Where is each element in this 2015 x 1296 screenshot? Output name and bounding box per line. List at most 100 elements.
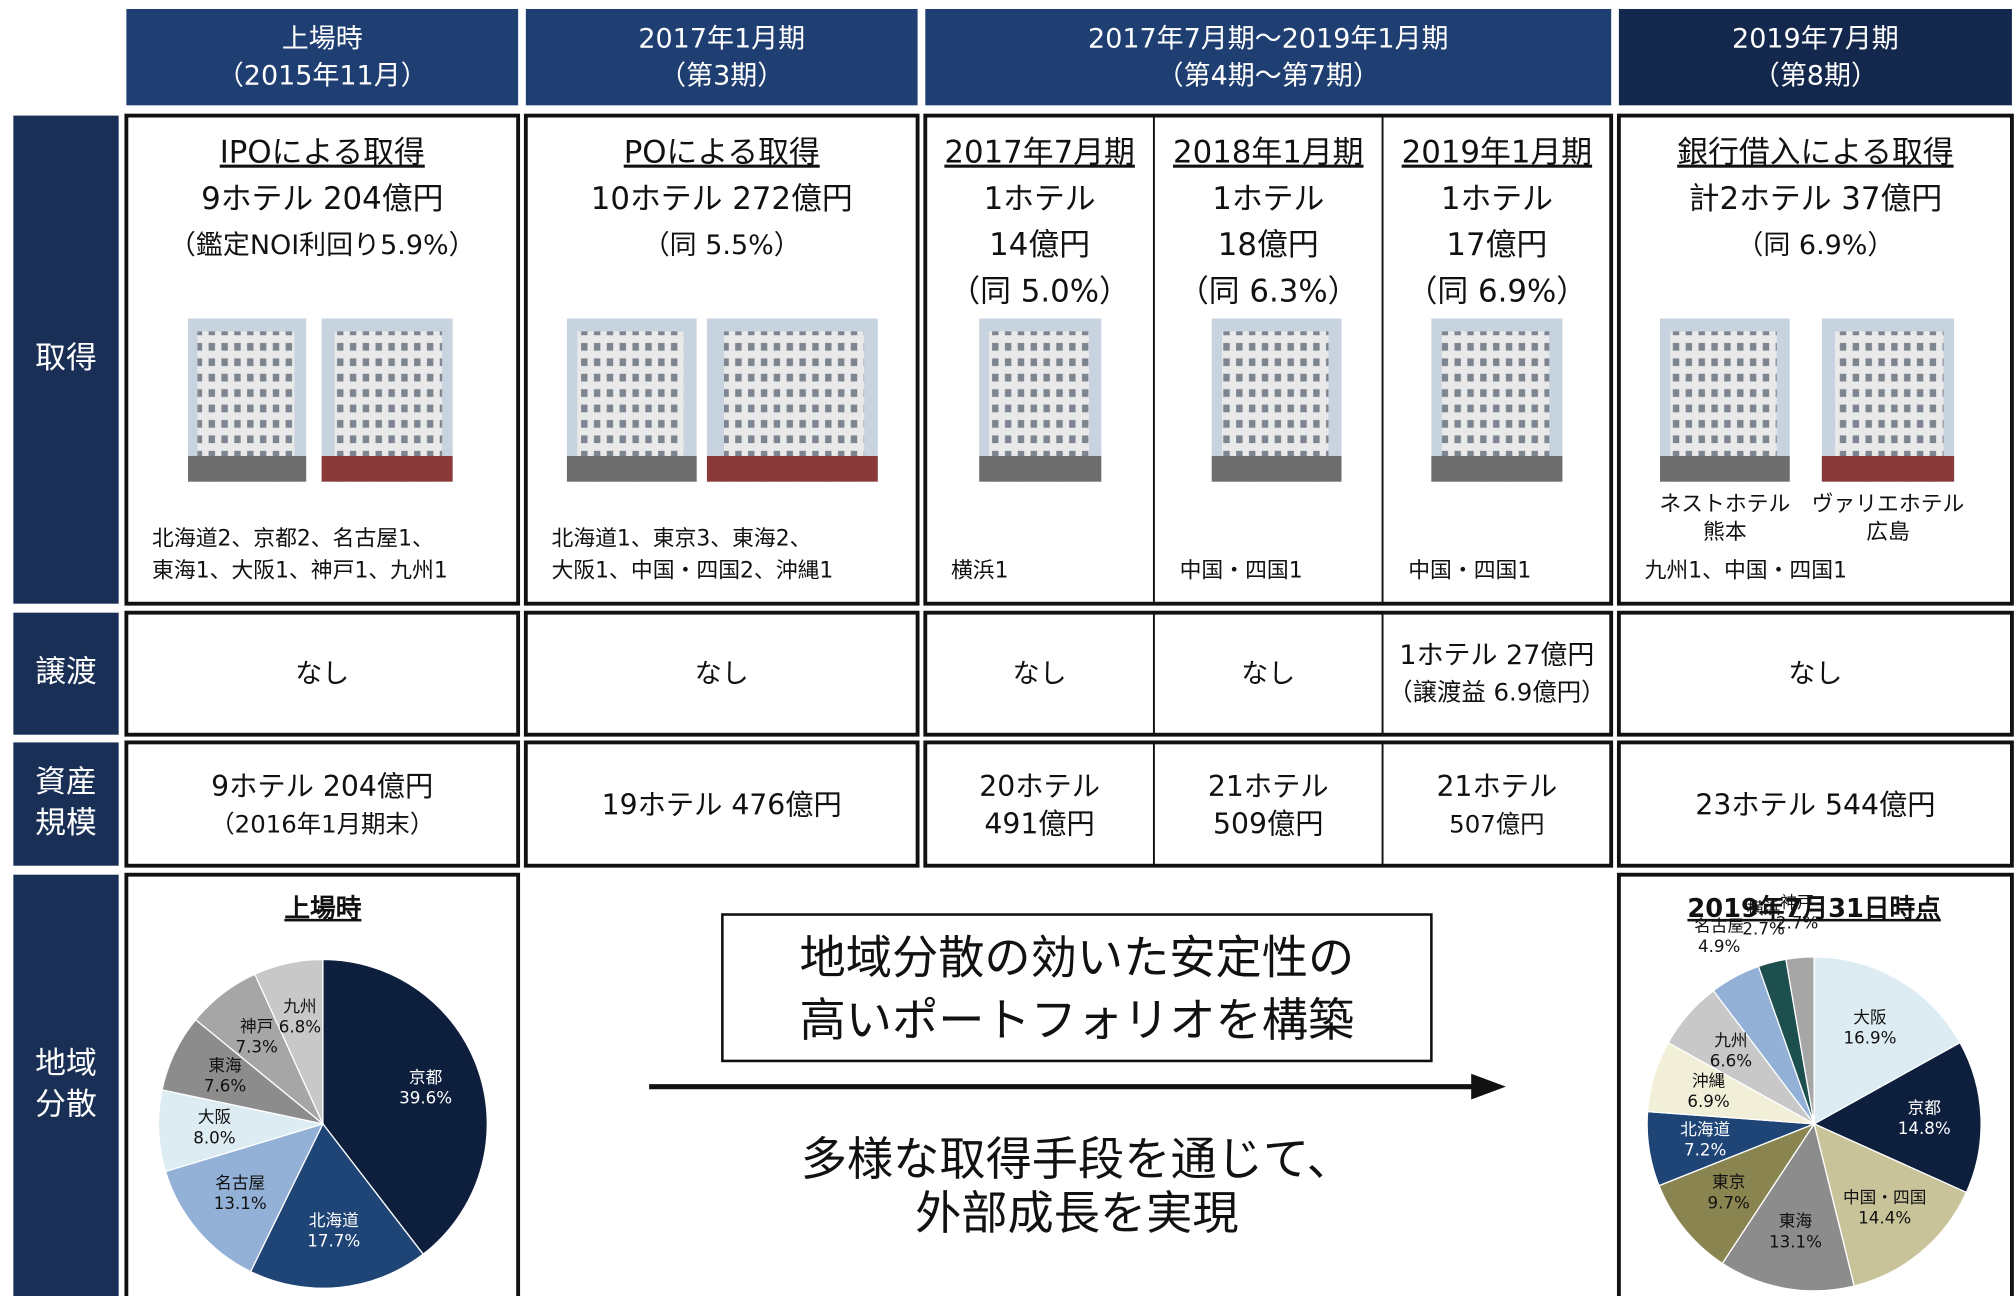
cell-border (1616, 610, 2014, 737)
disposal-text: （譲渡益 6.9億円） (1388, 678, 1605, 707)
header-text: （2015年11月） (217, 61, 428, 92)
pie-label-value: 8.0% (193, 1128, 235, 1147)
row-label-cell (13, 874, 119, 1296)
pie-title: 2019年7月31日時点 (1687, 893, 1940, 924)
photo-caption: ネストホテル (1659, 492, 1790, 517)
pie-label-value: 2.7% (1742, 919, 1784, 938)
message-text: 地域分散の効いた安定性の (800, 930, 1355, 984)
pie-slice (164, 1122, 325, 1273)
row-label-cell (13, 612, 119, 735)
photo-caption: 熊本 (1703, 520, 1747, 545)
cell-border (923, 740, 1614, 868)
pie-label-name: 神戸 (240, 1017, 273, 1036)
disposal-text: なし (295, 658, 349, 689)
photo-ground (1431, 455, 1563, 482)
photo-caption: ヴァリエホテル (1812, 492, 1965, 517)
cell-border (923, 610, 1614, 737)
asset_size-text: 20ホテル (979, 770, 1100, 803)
acquisition-text: 18億円 (1218, 227, 1319, 263)
pie-label-name: 北海道 (309, 1211, 359, 1230)
region-text: 中国・四国1 (1180, 559, 1303, 584)
pie-label-value: 6.6% (1710, 1051, 1752, 1070)
cell-border (1616, 113, 2014, 606)
asset_size-text: 507億円 (1449, 809, 1544, 838)
acquisition-title: 2017年7月期 (944, 135, 1134, 171)
cell-border (124, 113, 521, 606)
acquisition-text: （同 5.5%） (643, 230, 801, 261)
row-label: 分散 (35, 1086, 97, 1122)
pie-label-name: 名古屋 (1694, 916, 1744, 935)
pie-slice (1785, 956, 1815, 1124)
photo-ground (979, 455, 1102, 482)
cell-border (124, 610, 521, 737)
pie-label-value: 7.2% (1684, 1140, 1726, 1159)
pie-title: 上場時 (284, 894, 361, 924)
cell-border (923, 113, 1614, 606)
region-text: 中国・四国1 (1408, 559, 1531, 584)
acquisition-title: 2018年1月期 (1173, 135, 1363, 171)
pie-label-value: 9.7% (1708, 1193, 1750, 1212)
pie-label-value: 6.9% (1687, 1092, 1729, 1111)
acquisition-text: 計2ホテル 37億円 (1689, 181, 1942, 217)
pie-label-name: 名古屋 (215, 1173, 265, 1192)
header-cell (1618, 8, 2012, 106)
row-label: 取得 (35, 340, 97, 376)
pie-label-name: 中国・四国 (1843, 1188, 1926, 1207)
header-text: 2019年7月期 (1732, 23, 1899, 54)
pie-label-value: 17.7% (307, 1232, 360, 1251)
pie-label-value: 7.6% (204, 1077, 246, 1096)
pie-label-name: 横浜 (1747, 899, 1780, 918)
disposal-text: なし (1013, 658, 1067, 689)
header-text: （第3期） (659, 61, 784, 92)
asset_size-text: （2016年1月期末） (210, 809, 434, 838)
acquisition-text: 17億円 (1446, 227, 1547, 263)
acquisition-text: （同 6.9%） (1407, 273, 1588, 309)
pie-label-name: 沖縄 (1692, 1072, 1726, 1091)
row-label: 地域 (35, 1045, 97, 1081)
pie-slice (1813, 956, 1961, 1125)
pie-slice (249, 1122, 425, 1289)
photo-ground (188, 455, 307, 482)
header-text: 2017年7月期～2019年1月期 (1088, 23, 1448, 54)
pie-label-name: 東海 (208, 1056, 242, 1075)
cell-border (124, 740, 521, 868)
header-text: 上場時 (282, 23, 363, 54)
pie-slice (1658, 1122, 1816, 1265)
pie-label-value: 39.6% (399, 1089, 452, 1108)
pie-label-name: 東京 (1712, 1173, 1745, 1192)
pie-label-name: 九州 (1714, 1031, 1747, 1050)
arrow-head (1471, 1073, 1506, 1100)
photo-ground (1211, 455, 1342, 482)
photo-ground (706, 455, 878, 482)
pie-label-name: 京都 (409, 1068, 443, 1087)
header-cell (525, 8, 918, 106)
acquisition-text: 1ホテル (984, 181, 1096, 217)
header-text: （第4期～第7期） (1157, 61, 1380, 92)
header-cell (925, 8, 1612, 106)
pie-slice (1813, 1122, 1968, 1287)
cell-border (124, 872, 521, 1296)
pie-label-value: 7.3% (236, 1038, 278, 1057)
cell-border (1616, 740, 2014, 868)
acquisition-text: 1ホテル (1441, 181, 1553, 217)
pie-label-name: 京都 (1908, 1098, 1942, 1117)
disposal-text: なし (695, 658, 749, 689)
pie-label-value: 13.1% (214, 1194, 267, 1213)
asset_size-text: 509億円 (1213, 807, 1323, 840)
asset_size-text: 9ホテル 204億円 (211, 770, 433, 803)
acquisition-text: （鑑定NOI利回り5.9%） (169, 230, 476, 261)
pie-slice (322, 958, 488, 1256)
region-text: 北海道1、東京3、東海2、 (552, 526, 812, 551)
photo-ground (321, 455, 453, 482)
photo-ground (566, 455, 697, 482)
pie-label-value: 6.8% (279, 1018, 321, 1037)
pie-label-name: 神戸 (1780, 893, 1813, 912)
acquisition-text: 1ホテル (1212, 181, 1324, 217)
acquisition-title: IPOによる取得 (220, 135, 425, 171)
region-text: 東海1、大阪1、神戸1、九州1 (152, 559, 448, 584)
message-box (721, 913, 1433, 1063)
asset_size-text: 19ホテル 476億円 (602, 789, 842, 822)
pie-label-value: 14.4% (1858, 1208, 1911, 1227)
region-text: 大阪1、中国・四国2、沖縄1 (552, 559, 834, 584)
acquisition-text: （同 5.0%） (949, 273, 1130, 309)
